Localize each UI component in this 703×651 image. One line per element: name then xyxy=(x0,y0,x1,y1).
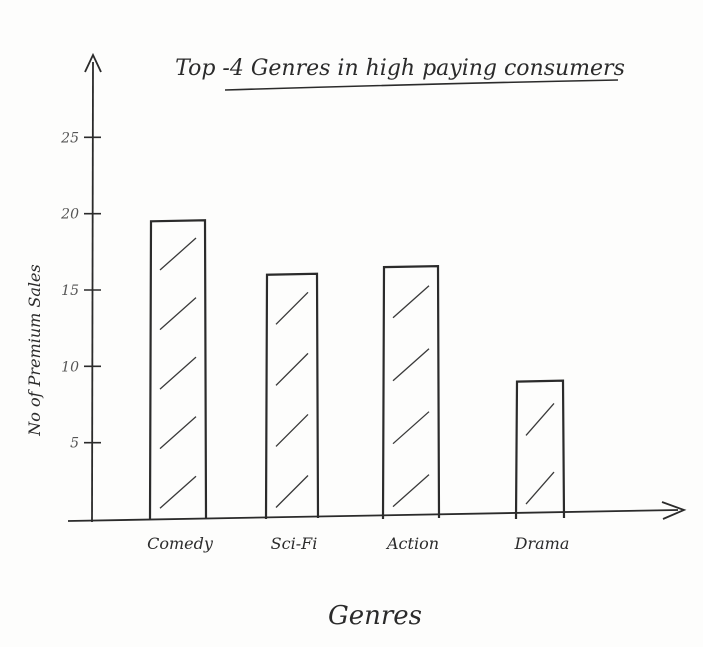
bars xyxy=(148,219,566,520)
x-axis-line xyxy=(67,509,679,522)
y-tick-label: 15 xyxy=(61,283,79,299)
x-axis-arrowhead xyxy=(661,501,687,520)
bar-hatch-stroke xyxy=(159,356,197,390)
bar-hatch-stroke xyxy=(525,402,555,436)
bar-action xyxy=(381,264,441,520)
bar-sci-fi xyxy=(264,272,320,520)
bar-hatch-stroke xyxy=(159,416,197,450)
title-underline xyxy=(224,79,619,91)
category-labels: Comedy Sci-Fi Action Drama xyxy=(147,534,569,553)
bar-hatch-stroke xyxy=(392,474,430,508)
bar-hatch-stroke xyxy=(275,291,309,325)
bar-drama xyxy=(514,379,566,520)
category-label-action: Action xyxy=(385,534,439,553)
category-label-sci-fi: Sci-Fi xyxy=(271,534,318,553)
bar-hatch-stroke xyxy=(159,237,197,271)
chart-title: Top -4 Genres in high paying consumers xyxy=(175,56,625,81)
axes xyxy=(67,52,687,523)
y-tick-label: 25 xyxy=(60,130,79,146)
x-axis-label: Genres xyxy=(328,601,422,631)
y-tick-label: 5 xyxy=(70,436,79,452)
bar-hatch-stroke xyxy=(159,297,197,331)
bar-hatch-stroke xyxy=(275,352,309,386)
bar-hatch-stroke xyxy=(275,475,309,508)
bar-hatch-stroke xyxy=(525,471,555,505)
y-tick-label: 10 xyxy=(61,359,79,375)
bar-comedy xyxy=(148,219,208,520)
bar-hatch-stroke xyxy=(392,411,430,445)
bar-hatch-stroke xyxy=(159,475,197,509)
category-label-drama: Drama xyxy=(514,534,570,553)
bar-hatch-stroke xyxy=(275,413,309,447)
y-axis-arrowhead xyxy=(84,52,102,73)
y-axis-line xyxy=(91,61,94,523)
category-label-comedy: Comedy xyxy=(147,534,214,553)
y-ticks: 5 10 15 20 25 xyxy=(60,130,101,452)
y-axis-label: No of Premium Sales xyxy=(25,264,44,436)
bar-hatch-stroke xyxy=(392,285,430,319)
y-tick-label: 20 xyxy=(60,207,79,223)
bar-hatch-stroke xyxy=(392,348,430,382)
